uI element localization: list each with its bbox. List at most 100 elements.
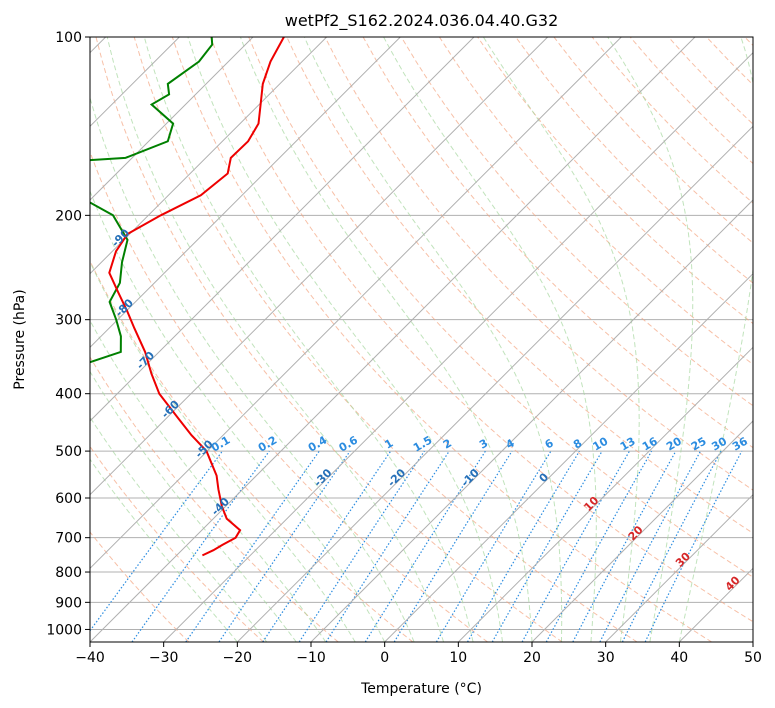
isotherm-line [310,199,753,642]
mixing-ratio-line [90,450,223,632]
y-axis: 100 200 300 400 500 600 700 800 900 1000 [46,30,90,638]
temperature-profile [108,37,285,557]
x-axis: −40 −30 −20 −10 0 10 20 30 40 50 [75,642,762,666]
x-tick-label: 10 [449,650,467,666]
y-tick-label: 900 [55,595,82,611]
x-tick-label: 40 [670,650,688,666]
dry-adiabat-line [171,37,712,642]
moist-adiabat-line [482,37,640,642]
dry-adiabat-line [438,37,753,366]
isotherm-line [531,420,753,642]
dry-adiabat-line [362,37,753,449]
chart-title: wetPf2_S162.2024.036.04.40.G32 [285,11,559,31]
moist-adiabat-line [90,458,238,642]
y-tick-label: 500 [55,444,82,460]
x-tick-label: 0 [380,650,389,666]
y-tick-label: 400 [55,387,82,403]
isotherm-line [90,37,549,496]
dry-adiabat-line [248,37,753,578]
isotherm-line [90,37,401,349]
plot-frame [89,36,754,643]
mixing-ratio-label: 1 [382,437,395,452]
mixing-ratio-line [545,450,653,642]
dry-adiabat-line [133,37,638,642]
isotherm-label: -10 [459,466,482,489]
mixing-ratio-line [621,450,722,642]
x-tick-label: −30 [149,650,179,666]
dry-adiabat-line [95,37,563,642]
dry-adiabat-line [210,37,753,623]
mixing-ratio-line [364,450,486,642]
isotherm-line [752,641,753,642]
isotherm-line [90,37,328,275]
moist-adiabat-line [90,416,268,642]
x-tick-label: 50 [744,650,762,666]
y-tick-label: 1000 [46,622,82,638]
isobar-grid [90,37,753,630]
x-tick-label: −40 [75,650,105,666]
isotherm-label: -90 [109,226,132,249]
dry-adiabat-label: 10 [581,494,601,514]
x-axis-label: Temperature (°C) [360,681,482,697]
isotherm-line [90,37,254,201]
mixing-ratio-line [325,450,450,642]
dry-adiabat-label: 40 [723,573,743,593]
dry-adiabat-line [90,150,488,642]
dry-adiabat-label: 20 [626,523,646,543]
x-tick-label: −10 [296,650,326,666]
dry-adiabat-label: 30 [673,549,693,569]
dewpoint-profile [90,37,214,364]
x-tick-label: 30 [597,650,615,666]
y-tick-label: 200 [55,208,82,224]
dry-adiabat-line [515,37,753,284]
mixing-ratio-line [466,450,580,642]
y-tick-label: 800 [55,565,82,581]
isotherm-line [678,567,753,642]
isotherm-line [605,493,753,642]
moist-adiabat-line [678,37,753,642]
x-tick-label: −20 [223,650,253,666]
mixing-ratio-label: 2 [441,437,454,452]
moist-adiabat-line [607,37,694,642]
isotherm-grid [90,37,753,642]
moist-adiabat-line [383,37,597,642]
moist-adiabats [90,37,753,642]
dry-adiabat-line [400,37,753,407]
dry-adiabat-line [90,259,414,642]
mixing-ratio-line [393,450,513,642]
y-tick-label: 700 [55,531,82,547]
dry-adiabat-line [90,356,339,642]
isotherm-line [90,37,622,570]
moist-adiabat-line [90,260,356,642]
isotherm-label: -30 [311,466,334,489]
profiles [90,37,285,557]
mixing-ratio-line [572,450,677,642]
mixing-ratio-line [131,450,270,642]
y-tick-label: 600 [55,491,82,507]
mixing-ratio-line [644,450,743,642]
dry-adiabats [90,37,753,642]
mixing-ratio-line [262,450,392,642]
moist-adiabat-line [90,319,327,642]
mixing-ratio-line [435,450,552,642]
moist-adiabat-line [239,37,533,642]
isotherm-line [90,37,475,422]
mixing-ratio-label: 4 [504,436,517,451]
moist-adiabat-line [90,189,386,642]
isotherm-line [236,125,753,642]
mixing-ratio-lines [90,450,743,642]
moist-adiabat-line [106,37,445,642]
isotherm-line [457,346,753,642]
mixing-ratio-line [521,450,631,642]
dry-adiabat-line [744,37,753,47]
isotherm-label: -70 [134,349,157,372]
moist-adiabat-line [143,37,474,642]
mixing-ratio-line [218,450,351,642]
mixing-ratio-label: 6 [543,436,556,451]
mixing-ratio-line [298,450,425,642]
x-tick-label: 20 [523,650,541,666]
dry-adiabat-line [90,445,264,642]
plot-area: 0.10.20.40.611.52346810131620253036-100-… [90,37,753,642]
dry-adiabat-line [706,37,753,86]
